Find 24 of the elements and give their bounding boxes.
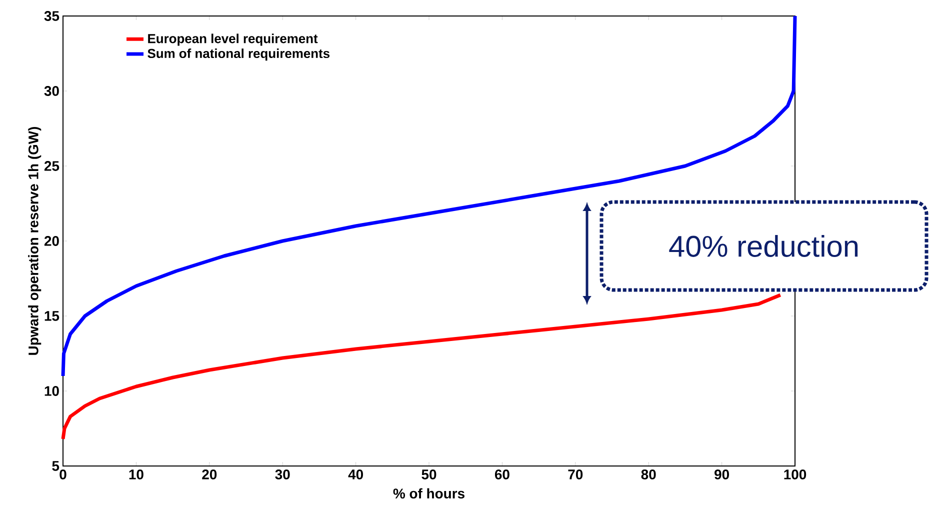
x-tick-label: 10	[129, 470, 144, 480]
x-tick-label: 100	[784, 470, 806, 480]
x-tick-label: 60	[494, 470, 510, 480]
x-tick-label: 0	[60, 470, 66, 480]
x-tick-label: 30	[275, 470, 290, 480]
x-tick-label: 50	[422, 470, 436, 480]
legend-label: European level requirement	[148, 34, 318, 46]
y-tick-label: 15	[44, 311, 60, 321]
x-tick-label: 40	[348, 470, 363, 480]
x-tick-label: 70	[568, 470, 583, 480]
y-axis-title: Upward operation reserve 1h (GW)	[28, 127, 42, 355]
annotation: 40% reduction	[669, 235, 858, 257]
y-tick-label: 25	[44, 161, 60, 171]
y-tick-label: 10	[44, 386, 59, 396]
x-tick-label: 80	[641, 470, 656, 480]
line-series	[61, 293, 782, 441]
y-tick-label: 20	[44, 236, 59, 246]
y-tick-label: 35	[44, 11, 60, 21]
legend-label: Sum of national requirements	[148, 48, 330, 61]
y-tick-label: 30	[44, 86, 59, 96]
y-tick-label: 5	[52, 461, 60, 471]
x-axis-title: % of hours	[393, 488, 464, 499]
x-tick-label: 20	[202, 470, 217, 480]
x-tick-label: 90	[714, 470, 729, 480]
